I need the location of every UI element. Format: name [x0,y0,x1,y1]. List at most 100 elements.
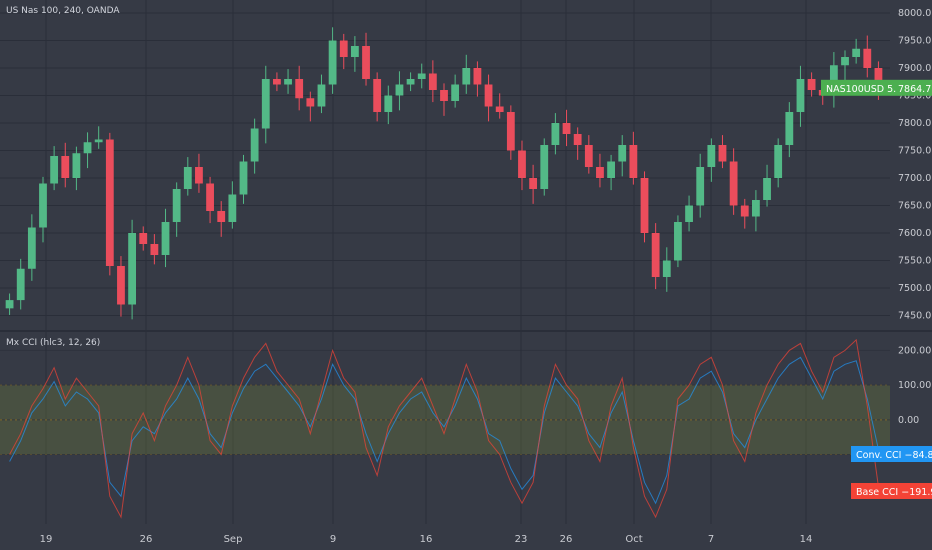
price-axis-label: 7650.0 [898,201,931,212]
candle-body [72,153,81,178]
candle-body [596,167,604,178]
price-badge-name: NAS100USD 5.35% [826,84,917,95]
cci-axis-label: 100.00 [898,380,931,391]
candle-body [350,46,359,57]
candle-body [161,222,170,255]
candle-body [195,167,203,184]
candle-body [317,84,326,107]
candle-body [662,260,671,277]
candle-body [395,84,404,96]
candle-body [874,68,883,88]
candle-body [451,84,460,101]
candle-body [105,139,114,266]
candle-body [529,178,538,189]
candle-body [495,106,504,112]
candle-body [94,139,103,143]
candle-body [729,161,738,206]
candle-body [206,183,214,211]
candle-body [284,79,292,85]
candle-body [752,200,760,217]
candle-body [774,145,783,178]
candle-body [362,46,370,79]
candle-body [373,79,382,112]
x-tick-label: 14 [800,534,813,545]
candle-body [50,156,59,184]
price-badge-value: 7864.7 [898,84,931,95]
candle-body [651,233,660,277]
candle-body [506,112,515,151]
candle-body [428,73,437,90]
candle-body [618,145,627,162]
base-cci-badge-text: Base CCI −191.94 [856,487,932,498]
candle-body [518,150,526,178]
price-badge-name-bg [821,79,896,96]
candle-body [484,84,493,107]
candle-body [863,48,872,68]
candle-body [796,79,805,112]
candle-body [607,161,615,178]
candle-body [228,194,237,222]
base-cci-badge-bg [851,483,932,499]
candle-body [261,79,270,129]
candle-body [740,205,749,217]
x-tick-label: 23 [515,534,528,545]
cci-axis-label: 200.00 [898,345,931,356]
candle-body [5,300,14,309]
candle-body [685,205,693,222]
candle-body [139,233,148,244]
candle-body [674,222,682,261]
candle-body [852,48,861,57]
x-tick-label: 19 [40,534,53,545]
candle-body [640,178,649,233]
x-tick-label: 9 [330,534,336,545]
candle-body [473,68,482,85]
candle-body [807,79,816,90]
price-axis-label: 7600.0 [898,228,931,239]
price-axis-label: 7500.0 [898,283,931,294]
x-tick-label: Sep [224,534,243,545]
price-badge: NAS100USD 5.35%7864.7 [821,79,932,96]
candle-body [785,112,794,145]
price-axis-label: 7950.0 [898,36,931,47]
candle-body [551,123,560,145]
candle-body [172,189,181,222]
chart-title: US Nas 100, 240, OANDA [6,6,120,16]
candle-body [273,79,281,85]
candle-body [117,266,125,305]
candle-body [417,73,426,79]
price-axis-label: 7800.0 [898,118,931,129]
candle-body [27,227,36,269]
candle-body [384,95,393,112]
price-axis-label: 7550.0 [898,256,931,267]
candle-body [584,145,593,167]
x-tick-label: Oct [625,534,642,545]
x-tick-label: 16 [420,534,433,545]
candle-body [339,40,348,57]
candle-body [306,98,315,107]
conv-cci-line [9,356,879,505]
candle-body [540,145,549,189]
candle-body [83,142,92,154]
candle-body [150,244,159,255]
price-axis-label: 7850.0 [898,91,931,102]
candle-body [573,134,582,145]
candle-body [239,161,248,195]
candle-body [718,145,727,162]
price-axis-label: 8000.0 [898,8,931,19]
indicator-title: Mx CCI (hlc3, 12, 26) [6,338,101,348]
x-tick-label: 26 [560,534,573,545]
candle-body [406,79,415,85]
cci-axis-label: 0.00 [898,415,919,426]
x-tick-label: 26 [140,534,153,545]
candle-body [763,178,771,200]
candle-body [707,145,716,167]
candle-body [696,167,705,206]
candle-body [440,90,448,101]
candle-body [295,79,304,99]
candle-body [462,68,471,85]
base-cci-badge: Base CCI −191.94 [851,483,932,499]
price-axis-label: 7750.0 [898,146,931,157]
price-axis-label: 7900.0 [898,63,931,74]
candle-body [562,123,571,134]
